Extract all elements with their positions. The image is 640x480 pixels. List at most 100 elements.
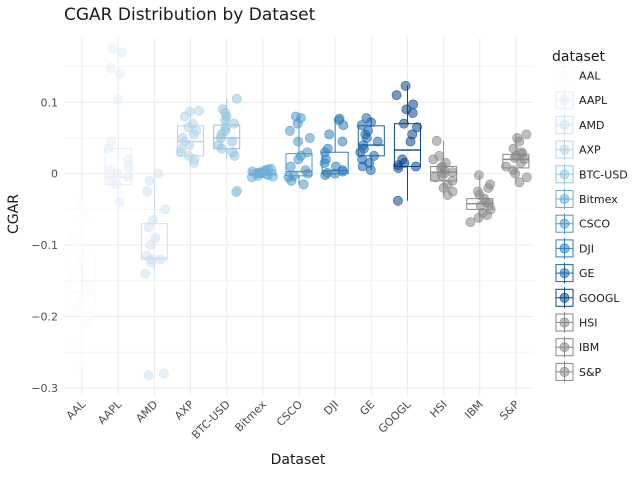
x-tick-label: Bitmex (232, 398, 269, 435)
data-point (229, 118, 240, 129)
x-tick-label: S&P (497, 398, 522, 423)
data-point (67, 340, 78, 350)
data-point (75, 254, 86, 265)
legend-key-point (559, 144, 570, 155)
data-point (298, 179, 309, 190)
data-point (286, 175, 297, 186)
data-point (521, 129, 532, 140)
data-point (140, 268, 150, 279)
legend-label: HSI (579, 317, 598, 330)
x-tick-label: GOOGL (376, 397, 414, 435)
legend-label: Bitmex (579, 193, 618, 206)
data-point (194, 105, 204, 116)
legend-label: S&P (579, 366, 602, 379)
legend-key-point (559, 169, 570, 180)
data-point (247, 172, 257, 183)
data-point (229, 150, 240, 161)
data-point (302, 168, 313, 179)
y-tick-label: 0 (51, 168, 58, 181)
data-point (107, 43, 118, 54)
data-point (71, 240, 82, 250)
data-point (412, 122, 422, 133)
data-point (158, 368, 169, 379)
data-point (324, 129, 335, 140)
data-point (430, 172, 441, 183)
data-point (337, 136, 348, 147)
legend-label: IBM (579, 341, 599, 354)
data-point (189, 129, 199, 140)
data-point (78, 211, 89, 222)
x-tick-label: HSI (427, 398, 449, 420)
x-tick-label: CSCO (274, 398, 305, 429)
data-point (144, 175, 155, 186)
legend-label: AAL (579, 70, 601, 83)
legend-title: dataset (552, 49, 605, 65)
data-point (393, 195, 403, 206)
data-point (338, 120, 349, 131)
data-point (319, 158, 330, 168)
data-point (365, 165, 376, 175)
chart-title: CGAR Distribution by Dataset (64, 5, 316, 25)
legend-label: AXP (579, 144, 601, 157)
y-tick-label: 0.1 (41, 96, 59, 109)
data-point (465, 217, 476, 228)
x-tick-label: DJI (321, 398, 341, 418)
y-tick-label: −0.1 (31, 239, 58, 252)
data-point (473, 213, 484, 223)
legend-label: GOOGL (579, 292, 620, 305)
data-point (85, 282, 96, 293)
data-point (103, 143, 114, 154)
data-point (142, 186, 152, 197)
data-point (292, 118, 303, 129)
x-tick-label: IBM (462, 398, 486, 422)
data-point (447, 167, 458, 178)
data-point (148, 215, 159, 225)
data-point (231, 93, 242, 104)
data-point (123, 172, 134, 183)
legend-label: CSCO (579, 218, 610, 231)
data-point (179, 111, 190, 122)
x-tick-label: AMD (133, 398, 160, 425)
data-point (521, 172, 532, 183)
data-point (431, 135, 442, 146)
legend-label: BTC-USD (579, 168, 628, 181)
data-point (393, 163, 404, 173)
data-point (150, 233, 161, 243)
data-point (114, 68, 125, 79)
data-point (153, 168, 164, 179)
jitter-points (67, 43, 532, 380)
data-point (188, 158, 199, 168)
y-tick-label: −0.3 (31, 382, 58, 395)
data-point (143, 370, 154, 380)
legend: dataset AAL AAPL AMD AXP BTC-USD Bitmex CSCO DJI… (552, 49, 628, 383)
legend-key-point (559, 342, 570, 353)
legend-key-point (559, 243, 570, 254)
data-point (175, 147, 186, 158)
data-point (293, 136, 303, 147)
data-point (112, 168, 122, 179)
data-point (285, 161, 296, 172)
data-point (482, 210, 492, 220)
data-point (428, 154, 439, 165)
legend-label: GE (579, 267, 595, 280)
legend-key-point (559, 317, 570, 328)
data-point (398, 118, 409, 129)
data-point (67, 275, 78, 286)
y-tick-label: −0.2 (31, 310, 58, 323)
y-axis-title: CGAR (6, 194, 22, 234)
data-point (155, 254, 166, 265)
x-tick-label: AAPL (95, 397, 125, 427)
data-point (514, 136, 525, 147)
data-point (77, 361, 87, 372)
data-point (111, 179, 122, 190)
data-point (369, 150, 379, 161)
legend-key-point (559, 95, 570, 106)
data-point (113, 94, 123, 105)
data-point (227, 136, 237, 147)
data-point (80, 318, 91, 329)
legend-key-point (559, 366, 570, 377)
data-point (357, 161, 368, 172)
data-point (76, 197, 87, 208)
